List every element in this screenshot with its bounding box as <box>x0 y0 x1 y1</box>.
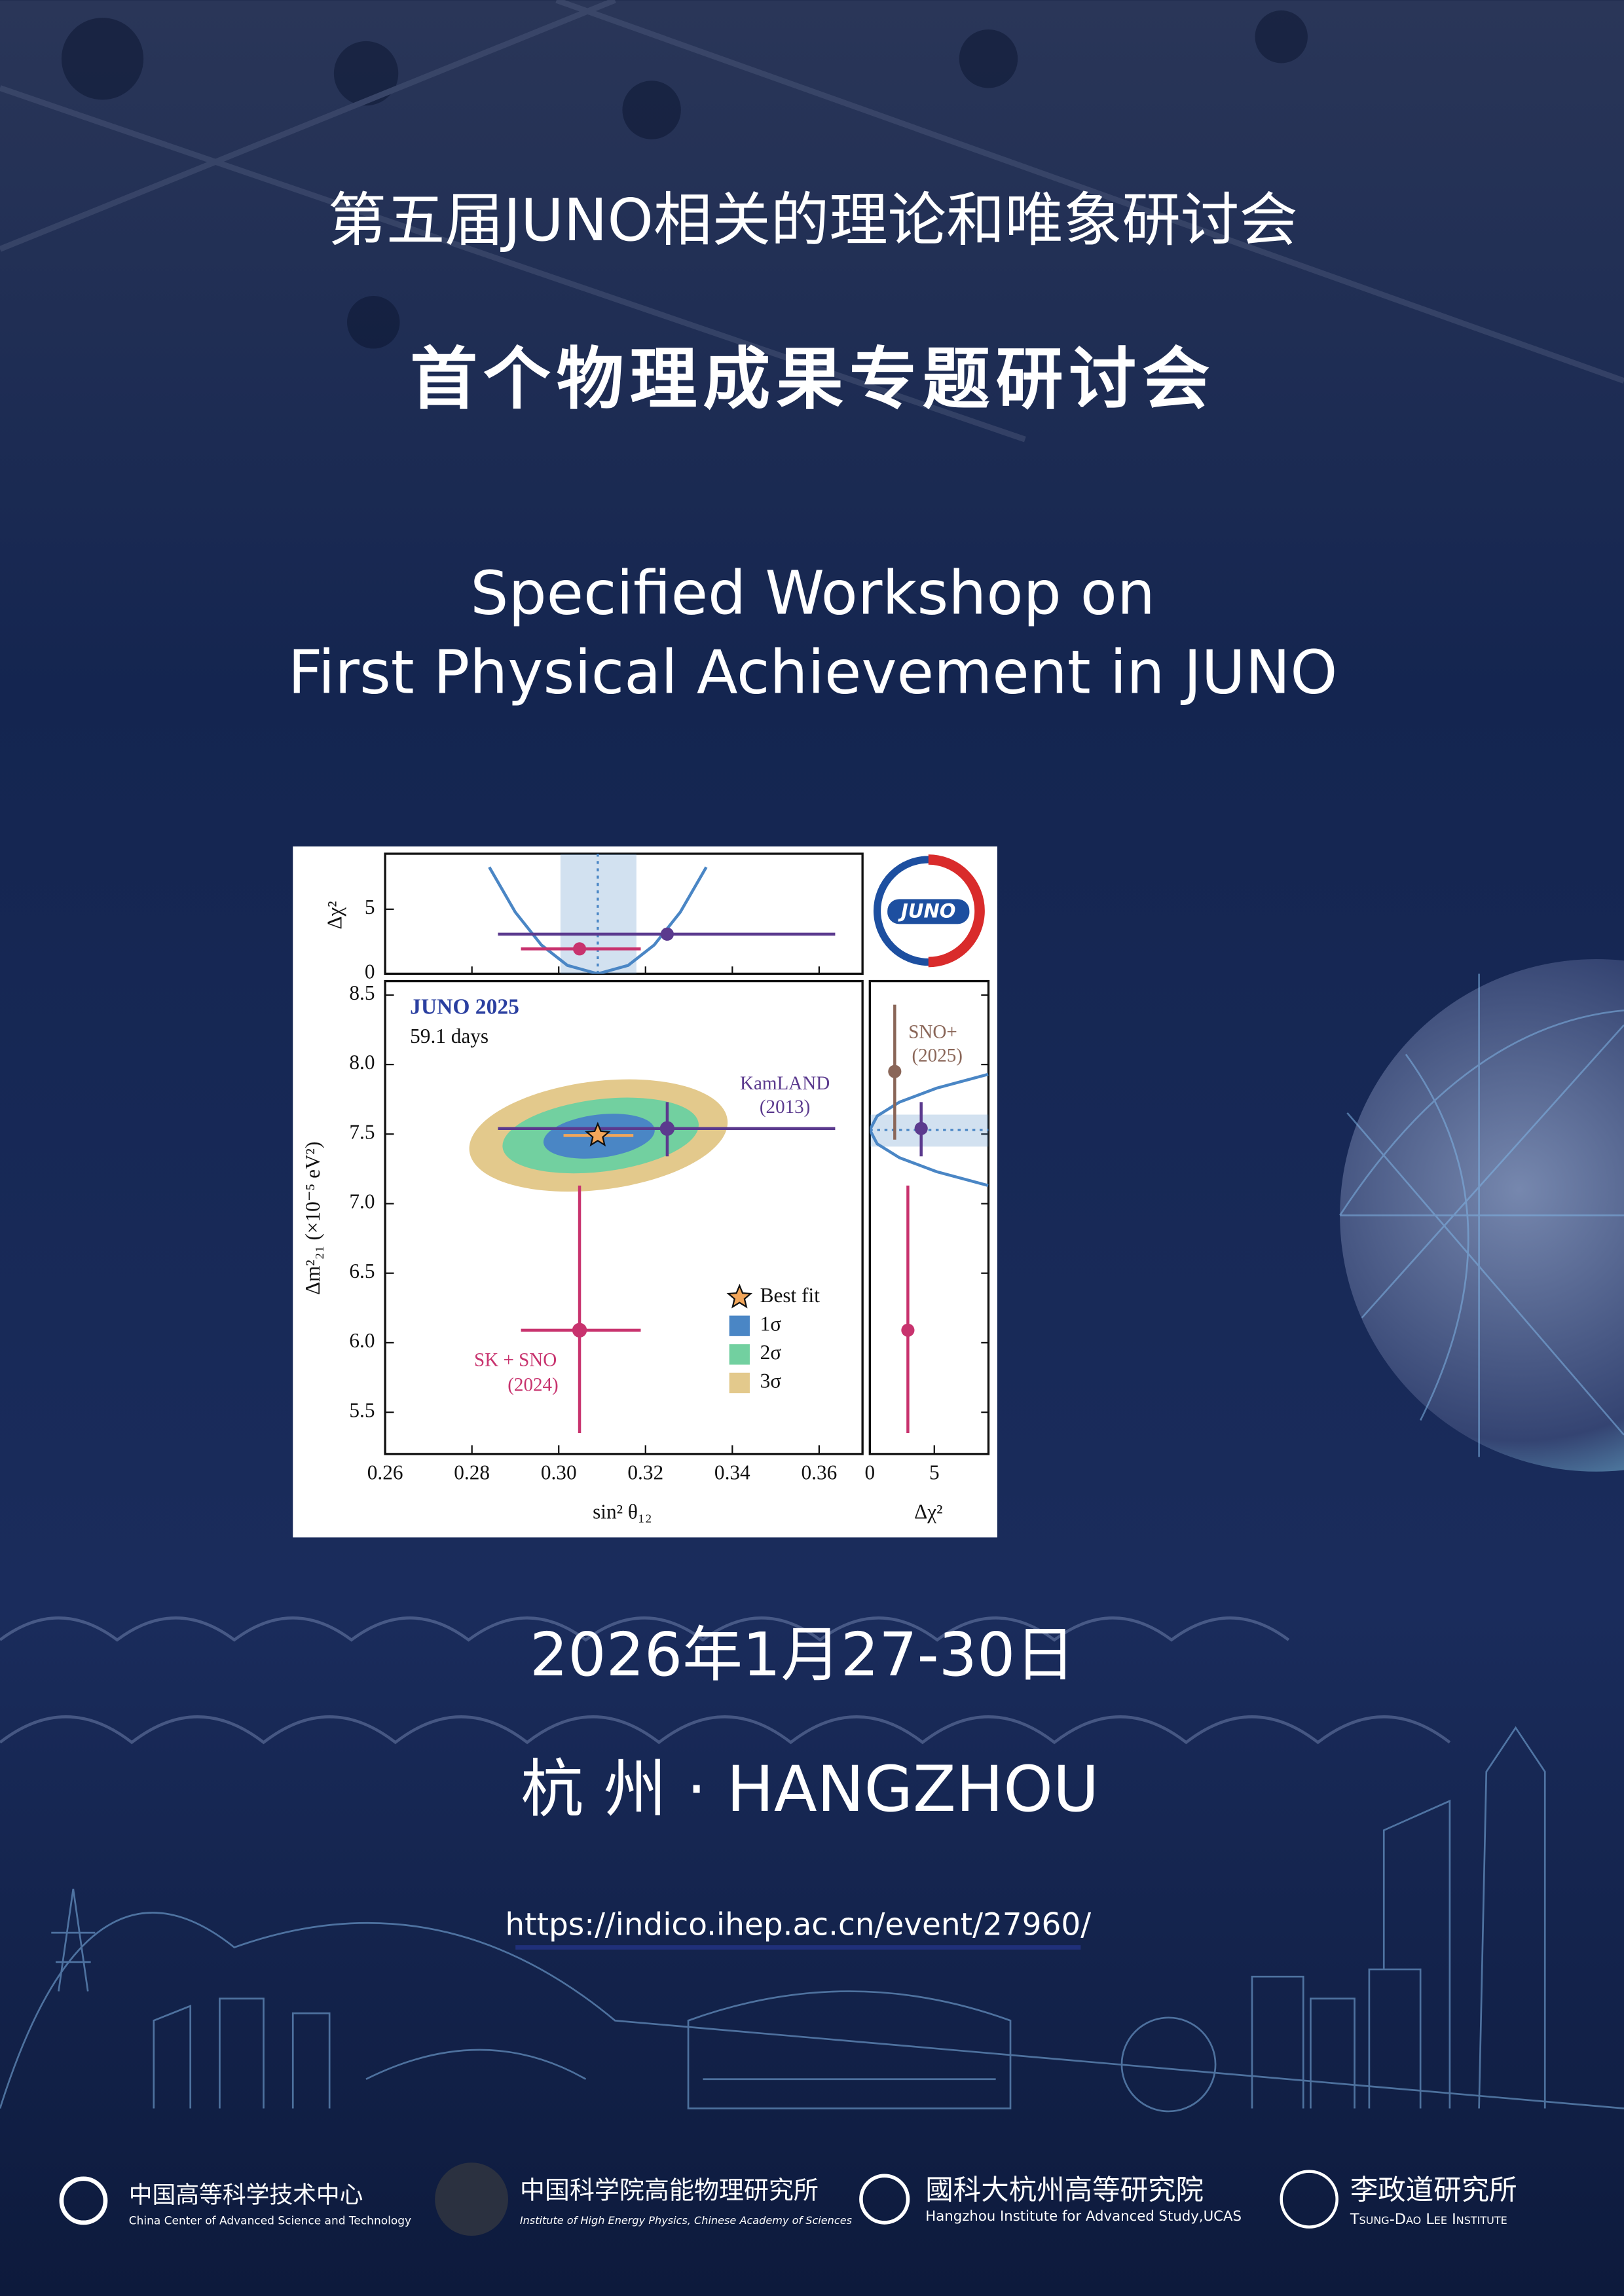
measurement-label: KamLAND <box>740 1073 830 1094</box>
juno-logo <box>873 854 985 968</box>
skyline <box>0 1726 1624 2113</box>
legend-label: Best fit <box>760 1284 821 1307</box>
measurement-label: SNO+ <box>908 1022 957 1043</box>
measurement-point <box>901 1323 915 1337</box>
x-tick-label: 0 <box>865 1461 876 1484</box>
x-tick-label: 0.36 <box>801 1461 837 1484</box>
right-x-axis-label: Δχ² <box>914 1501 942 1523</box>
right-panel-frame <box>868 979 990 1455</box>
y-tick-label: 6.0 <box>349 1329 375 1352</box>
sphere <box>1339 959 1624 1472</box>
measurement-point <box>659 1121 675 1136</box>
title-en: Specified Workshop on <box>470 558 1155 629</box>
y-tick-label: 5 <box>365 896 375 919</box>
x-tick-label: 0.32 <box>627 1461 663 1484</box>
logo <box>59 2176 108 2225</box>
title-cn: 第五届JUNO相关的理论和唯象研讨会 <box>327 187 1297 255</box>
y-tick-label: 8.5 <box>349 981 375 1004</box>
decoration <box>0 0 1624 443</box>
y-tick-label: 7.5 <box>349 1120 375 1143</box>
organizer-name: 李政道研究所 <box>1350 2174 1517 2206</box>
organizer-name: 中国高等科学技术中心 <box>129 2182 363 2209</box>
legend-symbol <box>729 1372 750 1394</box>
top-panel <box>488 854 836 974</box>
logo <box>859 2174 910 2225</box>
event-url[interactable]: https://indico.ihep.ac.cn/event/27960/ <box>505 1907 1091 1943</box>
y-tick-label: 7.0 <box>349 1190 375 1213</box>
measurement-point <box>660 927 674 941</box>
chart-title: JUNO 2025 <box>410 995 519 1019</box>
right-panel <box>870 1004 989 1434</box>
chi2-profile <box>488 866 708 974</box>
y-tick-label: 0 <box>365 960 375 983</box>
best-fit-star <box>585 1121 611 1147</box>
top-y-axis-label: Δχ² <box>323 901 346 929</box>
y-tick-label: 5.5 <box>349 1398 375 1421</box>
legend-symbol <box>726 1283 753 1309</box>
measurement-point <box>572 942 587 956</box>
x-tick-label: 0.30 <box>541 1461 577 1484</box>
x-tick-label: 0.26 <box>367 1461 403 1484</box>
legend-label: 1σ <box>760 1312 782 1335</box>
chi2-profile <box>870 1072 989 1188</box>
logo <box>435 2162 508 2236</box>
organizer-name-en: Institute of High Energy Physics, Chines… <box>520 2214 853 2227</box>
measurement-point <box>914 1121 928 1135</box>
logo <box>1280 2170 1338 2229</box>
organizer-name-en: Tsung-Dao Lee Institute <box>1350 2211 1507 2228</box>
legend-label: 2σ <box>760 1341 782 1364</box>
top-panel-frame <box>384 852 864 975</box>
x-tick-label: 5 <box>929 1461 940 1484</box>
event-location: 杭 州 · HANGZHOU <box>521 1753 1099 1826</box>
x-tick-label: 0.34 <box>714 1461 750 1484</box>
chart-background <box>293 846 997 1538</box>
organizer-name-en: China Center of Advanced Science and Tec… <box>129 2215 411 2228</box>
measurement-point <box>572 1322 587 1338</box>
measurement-point <box>888 1065 902 1078</box>
organizer-name-en: Hangzhou Institute for Advanced Study,UC… <box>925 2208 1242 2225</box>
subtitle-cn: 首个物理成果专题研讨会 <box>410 340 1215 418</box>
chart: JUNO JUNO 2025 59.1 days sin² θ₁₂ Δm²₂₁ … <box>293 846 997 1538</box>
measurement-label: (2024) <box>507 1375 558 1396</box>
y-tick-label: 8.0 <box>349 1051 375 1074</box>
legend-symbol <box>729 1344 750 1365</box>
y-tick-label: 6.5 <box>349 1260 375 1283</box>
main-panel-frame <box>384 979 864 1455</box>
measurement-label: SK + SNO <box>474 1350 557 1371</box>
measurement-label: (2013) <box>760 1097 810 1118</box>
logo-text: JUNO <box>898 900 955 922</box>
chart-subtitle: 59.1 days <box>410 1025 489 1048</box>
domes <box>0 1616 1451 1745</box>
measurement-label: (2025) <box>912 1046 962 1066</box>
event-date: 2026年1月27-30日 <box>530 1620 1075 1690</box>
x-axis-label: sin² θ₁₂ <box>593 1501 652 1523</box>
x-tick-label: 0.28 <box>454 1461 490 1484</box>
legend-symbol <box>729 1315 750 1336</box>
organizer-name: 中国科学院高能物理研究所 <box>520 2176 819 2204</box>
organizers: 中国高等科学技术中心 China Center of Advanced Scien… <box>59 2162 1517 2236</box>
title-en: First Physical Achievement in JUNO <box>288 637 1338 707</box>
legend-label: 3σ <box>760 1370 782 1393</box>
main-panel <box>469 1079 836 1434</box>
y-axis-label: Δm²₂₁ (×10⁻⁵ eV²) <box>301 1142 324 1295</box>
organizer-name: 國科大杭州高等研究院 <box>925 2174 1204 2206</box>
